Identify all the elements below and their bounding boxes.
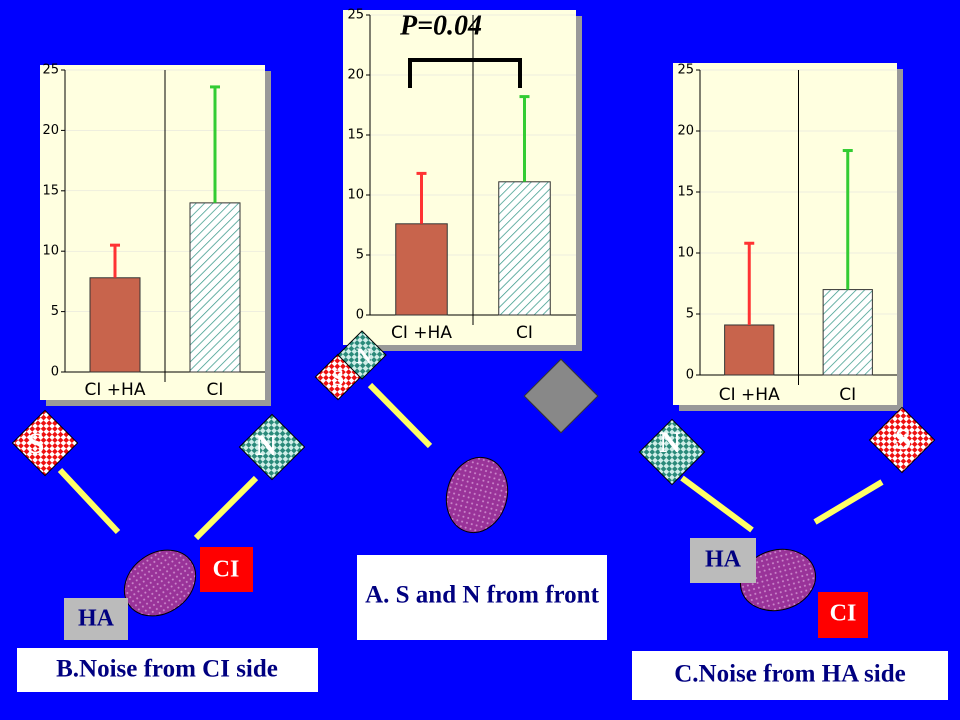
bar — [395, 223, 448, 316]
caption: C.Noise from HA side — [674, 661, 905, 688]
arrow — [680, 475, 754, 533]
y-tick-label: 10 — [677, 246, 694, 261]
y-tick-label: 0 — [686, 368, 694, 383]
scene-b: S N CI HA B.Noise from CI side — [11, 409, 318, 692]
x-tick-label: CI +HA — [85, 380, 146, 400]
speaker — [238, 413, 306, 481]
device — [523, 358, 599, 434]
y-tick-label: 20 — [347, 68, 364, 83]
y-tick-label: 20 — [42, 123, 59, 138]
device-box — [64, 598, 128, 640]
y-tick-label: 10 — [42, 244, 59, 259]
device-box — [200, 547, 253, 592]
arrow — [193, 475, 259, 541]
y-tick-label: 5 — [686, 307, 694, 322]
y-tick-label: 25 — [347, 8, 364, 23]
bar — [498, 181, 551, 316]
head — [739, 548, 817, 612]
speaker-label: N — [659, 426, 681, 459]
speaker-label: N — [356, 343, 372, 368]
device-label: HA — [78, 606, 115, 632]
speaker-label: N — [255, 429, 277, 462]
y-tick-label: 25 — [42, 63, 59, 78]
bar — [822, 289, 873, 376]
speaker — [868, 406, 936, 474]
charts: 0 5 10 15 20 25 CI +HA CI 0 5 10 15 20 25 CI +HA CI P=0.… — [40, 8, 903, 411]
device-box — [818, 592, 868, 638]
x-tick-label: CI — [516, 323, 533, 343]
speaker — [11, 409, 79, 477]
y-tick-label: 25 — [677, 63, 694, 78]
caption: A. S and N from front — [365, 582, 599, 609]
speaker — [638, 418, 706, 486]
device-label: CI — [213, 557, 240, 583]
head — [445, 456, 509, 534]
speaker-label: S — [28, 427, 45, 460]
annotation: P=0.04 — [399, 10, 482, 41]
y-tick-label: 5 — [51, 304, 59, 319]
y-tick-label: 15 — [677, 185, 694, 200]
head — [123, 549, 197, 617]
y-tick-label: 15 — [42, 183, 59, 198]
arrow — [367, 382, 433, 449]
bar — [189, 202, 241, 373]
y-tick-label: 20 — [677, 124, 694, 139]
caption: B.Noise from CI side — [56, 656, 278, 683]
caption-box — [632, 651, 948, 700]
y-tick-label: 0 — [51, 365, 59, 380]
x-tick-label: CI — [839, 385, 856, 405]
y-tick-label: 15 — [347, 128, 364, 143]
caption-box — [17, 648, 318, 692]
bar — [724, 324, 775, 376]
y-tick-label: 0 — [356, 308, 364, 323]
y-tick-label: 10 — [347, 188, 364, 203]
x-tick-label: CI +HA — [391, 323, 452, 343]
device-label: CI — [830, 601, 857, 627]
arrow — [813, 479, 884, 525]
scene-a: S N A. S and N from front — [314, 330, 607, 640]
bar — [89, 277, 141, 373]
y-tick-label: 5 — [356, 248, 364, 263]
caption-box — [357, 555, 607, 640]
speaker-label: S — [895, 423, 912, 456]
x-tick-label: CI — [207, 380, 224, 400]
arrow — [57, 467, 121, 535]
device-label: HA — [705, 547, 742, 573]
speaker-label: S — [332, 365, 344, 390]
significance-bracket — [408, 58, 522, 88]
speaker — [337, 330, 387, 380]
x-tick-label: CI +HA — [719, 385, 780, 405]
scene-c: N S HA CI C.Noise from HA side — [632, 406, 948, 700]
device-box — [690, 538, 756, 583]
